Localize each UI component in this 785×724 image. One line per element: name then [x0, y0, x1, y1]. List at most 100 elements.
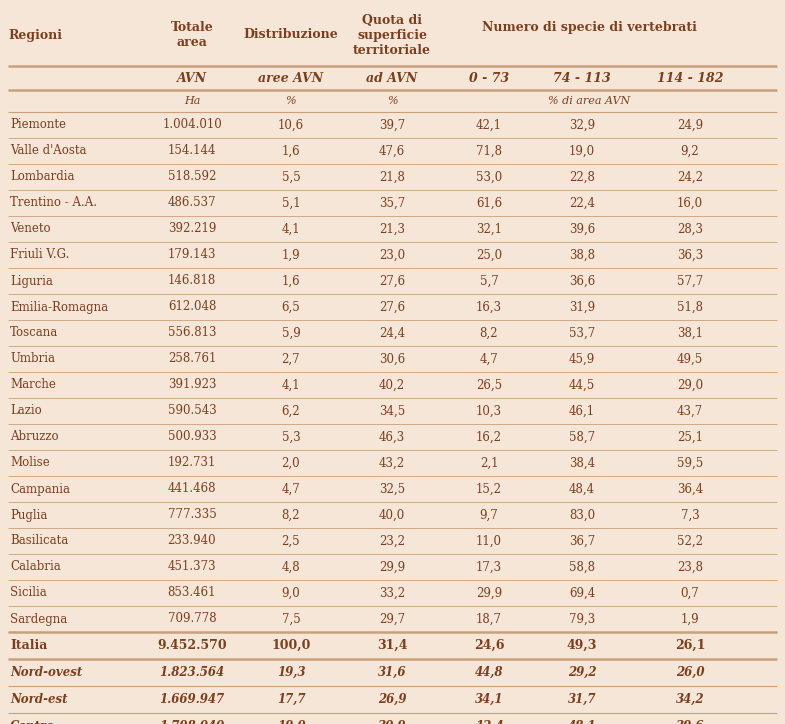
- Text: 1,6: 1,6: [282, 274, 301, 287]
- Text: AVN: AVN: [177, 72, 207, 85]
- Text: Regioni: Regioni: [8, 28, 62, 41]
- Text: 79,3: 79,3: [569, 613, 595, 626]
- Text: 146.818: 146.818: [168, 274, 216, 287]
- Text: 34,2: 34,2: [676, 693, 704, 706]
- Text: Lombardia: Lombardia: [10, 170, 75, 183]
- Text: 24,2: 24,2: [677, 170, 703, 183]
- Text: 4,8: 4,8: [282, 560, 301, 573]
- Text: Toscana: Toscana: [10, 327, 58, 340]
- Text: 17,7: 17,7: [277, 693, 305, 706]
- Text: 1,9: 1,9: [282, 248, 301, 261]
- Text: Lazio: Lazio: [10, 405, 42, 418]
- Text: 8,2: 8,2: [282, 508, 300, 521]
- Text: 29,0: 29,0: [677, 379, 703, 392]
- Text: 31,9: 31,9: [569, 300, 595, 313]
- Text: 24,4: 24,4: [379, 327, 405, 340]
- Text: 2,7: 2,7: [282, 353, 301, 366]
- Text: 26,1: 26,1: [675, 639, 705, 652]
- Text: 40,0: 40,0: [379, 508, 405, 521]
- Text: 39,7: 39,7: [379, 119, 405, 132]
- Text: 49,5: 49,5: [677, 353, 703, 366]
- Text: 114 - 182: 114 - 182: [657, 72, 723, 85]
- Text: 45,9: 45,9: [569, 353, 595, 366]
- Text: 23,0: 23,0: [379, 248, 405, 261]
- Text: 16,3: 16,3: [476, 300, 502, 313]
- Text: Totale
area: Totale area: [170, 21, 214, 49]
- Text: 777.335: 777.335: [168, 508, 217, 521]
- Text: Trentino - A.A.: Trentino - A.A.: [10, 196, 97, 209]
- Text: Italia: Italia: [10, 639, 47, 652]
- Text: 39,6: 39,6: [569, 222, 595, 235]
- Text: 5,5: 5,5: [282, 170, 301, 183]
- Text: 48,1: 48,1: [568, 720, 597, 724]
- Text: 1.669.947: 1.669.947: [159, 693, 225, 706]
- Text: 46,1: 46,1: [569, 405, 595, 418]
- Text: 192.731: 192.731: [168, 457, 216, 469]
- Text: Puglia: Puglia: [10, 508, 47, 521]
- Text: 40,2: 40,2: [379, 379, 405, 392]
- Text: 61,6: 61,6: [476, 196, 502, 209]
- Text: Emilia-Romagna: Emilia-Romagna: [10, 300, 108, 313]
- Text: 17,3: 17,3: [476, 560, 502, 573]
- Text: 21,8: 21,8: [379, 170, 405, 183]
- Text: 53,0: 53,0: [476, 170, 502, 183]
- Text: 5,3: 5,3: [282, 431, 301, 444]
- Text: 29,9: 29,9: [379, 560, 405, 573]
- Text: 22,8: 22,8: [569, 170, 595, 183]
- Text: 154.144: 154.144: [168, 145, 216, 158]
- Text: Nord-est: Nord-est: [10, 693, 68, 706]
- Text: %: %: [286, 96, 296, 106]
- Text: 5,9: 5,9: [282, 327, 301, 340]
- Text: 47,6: 47,6: [379, 145, 405, 158]
- Text: Liguria: Liguria: [10, 274, 53, 287]
- Text: 612.048: 612.048: [168, 300, 216, 313]
- Text: Piemonte: Piemonte: [10, 119, 66, 132]
- Text: 10,3: 10,3: [476, 405, 502, 418]
- Text: Calabria: Calabria: [10, 560, 60, 573]
- Text: Veneto: Veneto: [10, 222, 50, 235]
- Text: 853.461: 853.461: [168, 586, 216, 599]
- Text: 28,3: 28,3: [677, 222, 703, 235]
- Text: 258.761: 258.761: [168, 353, 216, 366]
- Text: 71,8: 71,8: [476, 145, 502, 158]
- Text: 2,1: 2,1: [480, 457, 498, 469]
- Text: 32,1: 32,1: [476, 222, 502, 235]
- Text: 36,6: 36,6: [569, 274, 595, 287]
- Text: 31,4: 31,4: [377, 639, 407, 652]
- Text: 7,3: 7,3: [681, 508, 699, 521]
- Text: 9.452.570: 9.452.570: [157, 639, 227, 652]
- Text: 52,2: 52,2: [677, 534, 703, 547]
- Text: 500.933: 500.933: [168, 431, 217, 444]
- Text: 27,6: 27,6: [379, 300, 405, 313]
- Text: 27,6: 27,6: [379, 274, 405, 287]
- Text: Quota di
superficie
territoriale: Quota di superficie territoriale: [353, 14, 431, 56]
- Text: 2,0: 2,0: [282, 457, 301, 469]
- Text: 69,4: 69,4: [569, 586, 595, 599]
- Text: Valle d'Aosta: Valle d'Aosta: [10, 145, 86, 158]
- Text: 38,8: 38,8: [569, 248, 595, 261]
- Text: 5,1: 5,1: [282, 196, 301, 209]
- Text: Marche: Marche: [10, 379, 56, 392]
- Text: 29,7: 29,7: [379, 613, 405, 626]
- Text: % di area AVN: % di area AVN: [549, 96, 630, 106]
- Text: 10,6: 10,6: [278, 119, 304, 132]
- Text: 4,1: 4,1: [282, 222, 301, 235]
- Text: 38,1: 38,1: [677, 327, 703, 340]
- Text: 19,0: 19,0: [277, 720, 305, 724]
- Text: 36,4: 36,4: [677, 482, 703, 495]
- Text: 35,7: 35,7: [379, 196, 405, 209]
- Text: 1.798.040: 1.798.040: [159, 720, 225, 724]
- Text: 5,7: 5,7: [480, 274, 498, 287]
- Text: 74 - 113: 74 - 113: [553, 72, 611, 85]
- Text: Campania: Campania: [10, 482, 70, 495]
- Text: 486.537: 486.537: [168, 196, 217, 209]
- Text: 24,9: 24,9: [677, 119, 703, 132]
- Text: Centro: Centro: [10, 720, 55, 724]
- Text: 59,5: 59,5: [677, 457, 703, 469]
- Text: 11,0: 11,0: [476, 534, 502, 547]
- Text: 33,2: 33,2: [379, 586, 405, 599]
- Text: 15,2: 15,2: [476, 482, 502, 495]
- Text: 1,6: 1,6: [282, 145, 301, 158]
- Text: 6,5: 6,5: [282, 300, 301, 313]
- Text: 44,8: 44,8: [475, 666, 503, 679]
